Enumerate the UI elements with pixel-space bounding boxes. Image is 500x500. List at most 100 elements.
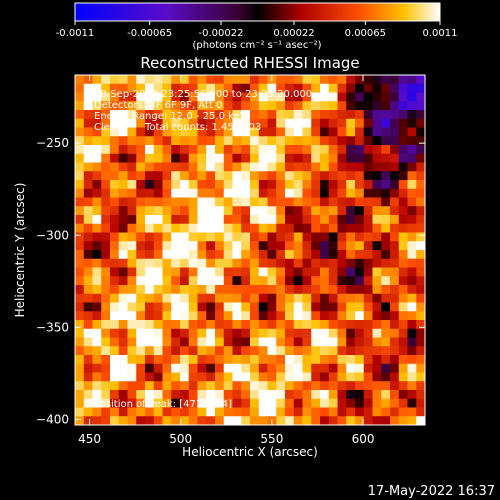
heatmap-cell xyxy=(363,75,374,85)
heatmap-cell xyxy=(258,250,269,260)
heatmap-cell xyxy=(337,285,347,295)
heatmap-cell xyxy=(250,337,260,347)
heatmap-cell xyxy=(145,145,155,155)
heatmap-cell xyxy=(302,407,312,417)
heatmap-cell xyxy=(83,127,94,137)
heatmap-cell xyxy=(346,223,356,234)
heatmap-cell xyxy=(337,320,347,330)
heatmap-cell xyxy=(171,258,181,269)
heatmap-cell xyxy=(311,390,321,400)
heatmap-cell xyxy=(258,145,269,155)
heatmap-cell xyxy=(188,197,199,207)
heatmap-cell xyxy=(118,258,129,269)
heatmap-cell xyxy=(171,75,181,85)
heatmap-cell xyxy=(83,215,94,225)
heatmap-cell xyxy=(381,136,391,146)
heatmap-cell xyxy=(267,241,277,251)
heatmap-cell xyxy=(118,363,129,374)
heatmap-cell xyxy=(372,337,382,347)
heatmap-cell xyxy=(75,250,85,260)
heatmap-cell xyxy=(188,162,199,172)
heatmap-cell xyxy=(83,250,94,260)
heatmap-cell xyxy=(180,328,190,339)
heatmap-cell xyxy=(390,145,400,155)
heatmap-cell xyxy=(92,311,102,321)
heatmap-cell xyxy=(381,162,391,172)
heatmap-cell xyxy=(136,110,146,120)
heatmap-cell xyxy=(337,145,347,155)
heatmap-cell xyxy=(110,372,120,382)
heatmap-cell xyxy=(232,416,242,425)
heatmap-cell xyxy=(83,206,94,216)
heatmap-cell xyxy=(180,206,190,216)
heatmap-cell xyxy=(136,136,146,146)
heatmap-cell xyxy=(110,118,120,129)
heatmap-cell xyxy=(110,92,120,102)
heatmap-cell xyxy=(320,372,330,382)
heatmap-cell xyxy=(250,171,260,181)
heatmap-cell xyxy=(136,206,146,216)
heatmap-cell xyxy=(101,258,111,269)
heatmap-cell xyxy=(355,276,365,286)
heatmap-cell xyxy=(267,285,277,295)
heatmap-cell xyxy=(381,197,391,207)
heatmap-cell xyxy=(92,206,102,216)
heatmap-cell xyxy=(285,355,295,365)
heatmap-cell xyxy=(180,320,190,330)
heatmap-cell xyxy=(241,206,251,216)
heatmap-cell xyxy=(285,250,295,260)
heatmap-cell xyxy=(197,92,207,102)
heatmap-cell xyxy=(215,118,225,129)
heatmap-cell xyxy=(215,206,225,216)
heatmap-cell xyxy=(180,250,190,260)
heatmap-cell xyxy=(267,363,277,374)
heatmap-cell xyxy=(276,180,286,190)
heatmap-cell xyxy=(390,75,400,85)
heatmap-cell xyxy=(293,223,304,234)
heatmap-cell xyxy=(346,328,356,339)
heatmap-cell xyxy=(416,136,425,146)
heatmap-cell xyxy=(416,398,425,409)
heatmap-cell xyxy=(127,416,137,425)
heatmap-cell xyxy=(206,136,216,146)
heatmap-cell xyxy=(145,110,155,120)
heatmap-cell xyxy=(241,223,251,234)
heatmap-cell xyxy=(398,285,409,295)
heatmap-cell xyxy=(153,127,164,137)
heatmap-cell xyxy=(337,346,347,356)
footer-timestamp: 17-May-2022 16:37 xyxy=(368,484,495,499)
heatmap-cell xyxy=(398,136,409,146)
heatmap-cell xyxy=(127,302,137,312)
heatmap-cell xyxy=(337,372,347,382)
heatmap-cell xyxy=(320,328,330,339)
heatmap-cell xyxy=(180,127,190,137)
heatmap-cell xyxy=(355,180,365,190)
heatmap-cell xyxy=(390,346,400,356)
heatmap-cell xyxy=(390,258,400,269)
heatmap-cell xyxy=(153,162,164,172)
heatmap-cell xyxy=(355,92,365,102)
heatmap-cell xyxy=(215,250,225,260)
heatmap-cell xyxy=(188,153,199,164)
heatmap-cell xyxy=(75,346,85,356)
heatmap-cell xyxy=(337,92,347,102)
heatmap-cell xyxy=(162,241,172,251)
heatmap-cell xyxy=(311,267,321,277)
heatmap-cell xyxy=(101,416,111,425)
heatmap-cell xyxy=(171,267,181,277)
heatmap-cell xyxy=(311,197,321,207)
heatmap-cell xyxy=(206,241,216,251)
heatmap-cell xyxy=(372,293,382,304)
heatmap-cell xyxy=(232,145,242,155)
heatmap-cell xyxy=(241,162,251,172)
heatmap-cell xyxy=(232,337,242,347)
heatmap-cell xyxy=(197,381,207,391)
heatmap-cell xyxy=(311,241,321,251)
heatmap-cell xyxy=(75,83,85,94)
heatmap-cell xyxy=(346,83,356,94)
heatmap-cell xyxy=(127,101,137,111)
heatmap-cell xyxy=(293,153,304,164)
heatmap-cell xyxy=(145,206,155,216)
heatmap-cell xyxy=(162,101,172,111)
heatmap-cell xyxy=(223,285,234,295)
